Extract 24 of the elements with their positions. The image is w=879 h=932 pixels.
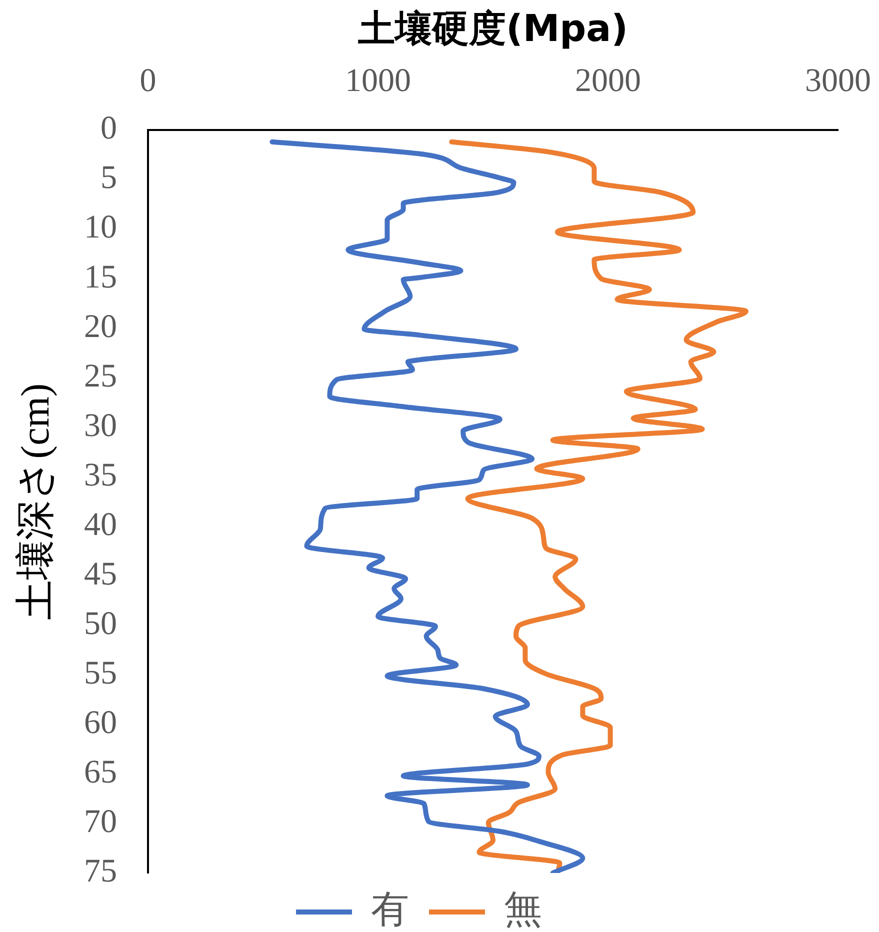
- legend-label: 有: [371, 886, 409, 931]
- x-axis-title: 土壤硬度(Mpa): [358, 6, 628, 50]
- x-tick-label: 1000: [345, 62, 411, 99]
- y-tick-label: 25: [84, 358, 117, 394]
- y-tick-label: 30: [84, 408, 117, 444]
- y-axis-title: 土壤深さ(cm): [12, 383, 58, 620]
- y-tick-label: 55: [84, 656, 117, 692]
- x-tick-label: 2000: [575, 62, 641, 99]
- y-tick-label: 0: [100, 110, 117, 147]
- y-tick-label: 75: [84, 854, 117, 890]
- y-tick-label: 10: [84, 210, 117, 246]
- y-tick-label: 40: [84, 506, 117, 543]
- y-tick-label: 65: [84, 754, 117, 791]
- y-tick-label: 50: [84, 606, 117, 642]
- legend-label: 無: [504, 886, 542, 931]
- x-tick-label: 0: [140, 62, 156, 99]
- y-tick-label: 20: [84, 308, 117, 345]
- y-tick-label: 45: [84, 556, 117, 592]
- y-tick-label: 5: [100, 160, 117, 196]
- y-tick-label: 60: [84, 705, 117, 742]
- x-tick-label: 3000: [805, 62, 871, 99]
- y-tick-label: 35: [84, 457, 117, 494]
- y-tick-label: 15: [84, 259, 117, 296]
- y-tick-label: 70: [84, 804, 117, 840]
